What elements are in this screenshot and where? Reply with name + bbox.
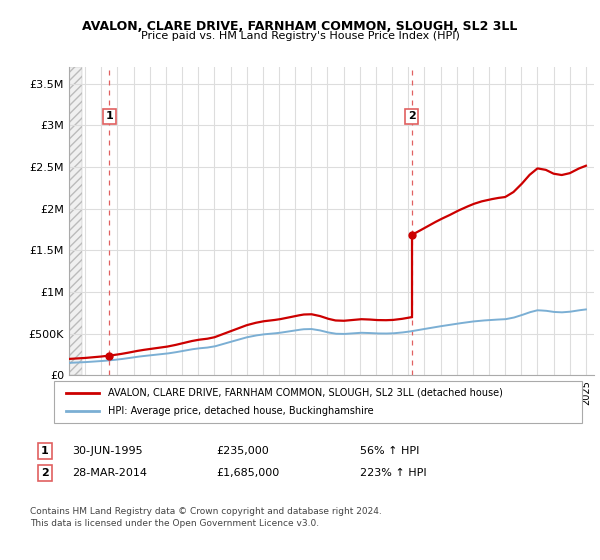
Text: £235,000: £235,000	[216, 446, 269, 456]
Text: 56% ↑ HPI: 56% ↑ HPI	[360, 446, 419, 456]
Text: Price paid vs. HM Land Registry's House Price Index (HPI): Price paid vs. HM Land Registry's House …	[140, 31, 460, 41]
Text: 30-JUN-1995: 30-JUN-1995	[72, 446, 143, 456]
Text: AVALON, CLARE DRIVE, FARNHAM COMMON, SLOUGH, SL2 3LL: AVALON, CLARE DRIVE, FARNHAM COMMON, SLO…	[82, 20, 518, 32]
Text: 223% ↑ HPI: 223% ↑ HPI	[360, 468, 427, 478]
Text: 1: 1	[41, 446, 49, 456]
Text: £1,685,000: £1,685,000	[216, 468, 279, 478]
Text: Contains HM Land Registry data © Crown copyright and database right 2024.
This d: Contains HM Land Registry data © Crown c…	[30, 507, 382, 528]
Text: 28-MAR-2014: 28-MAR-2014	[72, 468, 147, 478]
Text: 2: 2	[408, 111, 416, 122]
Text: 2: 2	[41, 468, 49, 478]
Text: AVALON, CLARE DRIVE, FARNHAM COMMON, SLOUGH, SL2 3LL (detached house): AVALON, CLARE DRIVE, FARNHAM COMMON, SLO…	[108, 388, 503, 398]
Text: 1: 1	[106, 111, 113, 122]
Text: HPI: Average price, detached house, Buckinghamshire: HPI: Average price, detached house, Buck…	[108, 406, 374, 416]
